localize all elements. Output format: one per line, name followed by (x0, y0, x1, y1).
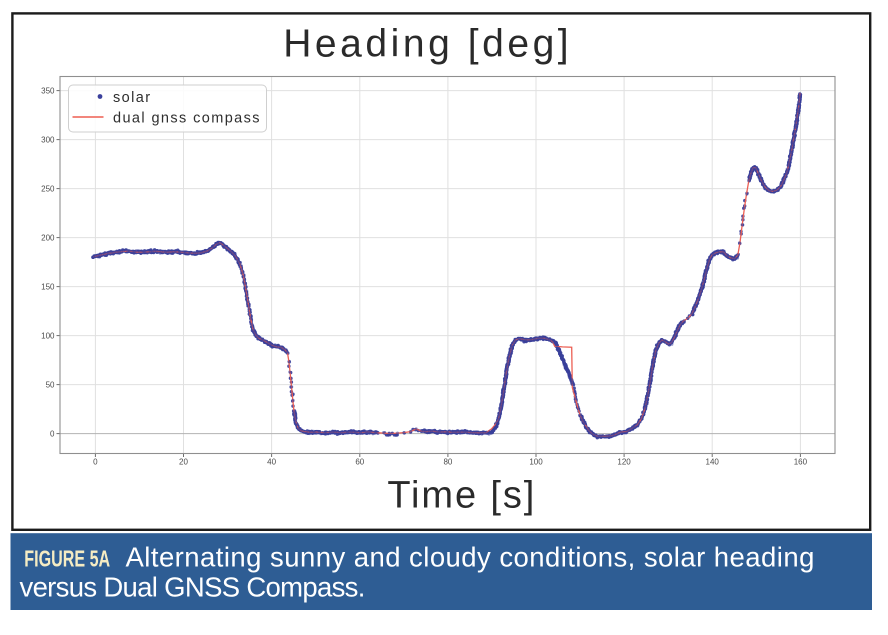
svg-text:50: 50 (46, 380, 55, 389)
svg-text:dual gnss compass: dual gnss compass (113, 110, 261, 126)
svg-text:150: 150 (41, 282, 55, 291)
svg-text:80: 80 (443, 458, 452, 467)
svg-text:40: 40 (267, 458, 276, 467)
svg-text:0: 0 (93, 458, 98, 467)
svg-text:250: 250 (41, 184, 55, 193)
svg-text:0: 0 (50, 429, 55, 438)
svg-text:versus Dual GNSS Compass.: versus Dual GNSS Compass. (20, 572, 365, 603)
svg-text:120: 120 (617, 458, 631, 467)
svg-text:20: 20 (179, 458, 188, 467)
svg-text:Alternating sunny and cloudy c: Alternating sunny and cloudy conditions,… (126, 541, 815, 572)
svg-text:160: 160 (794, 458, 808, 467)
svg-text:200: 200 (41, 233, 55, 242)
svg-text:60: 60 (355, 458, 364, 467)
svg-text:Heading [deg]: Heading [deg] (283, 23, 572, 66)
svg-text:FIGURE 5A: FIGURE 5A (24, 547, 110, 572)
svg-text:100: 100 (529, 458, 543, 467)
svg-text:100: 100 (41, 331, 55, 340)
svg-text:140: 140 (706, 458, 720, 467)
svg-text:300: 300 (41, 135, 55, 144)
svg-text:350: 350 (41, 86, 55, 95)
svg-text:Time [s]: Time [s] (387, 475, 536, 517)
svg-text:solar: solar (113, 90, 151, 106)
